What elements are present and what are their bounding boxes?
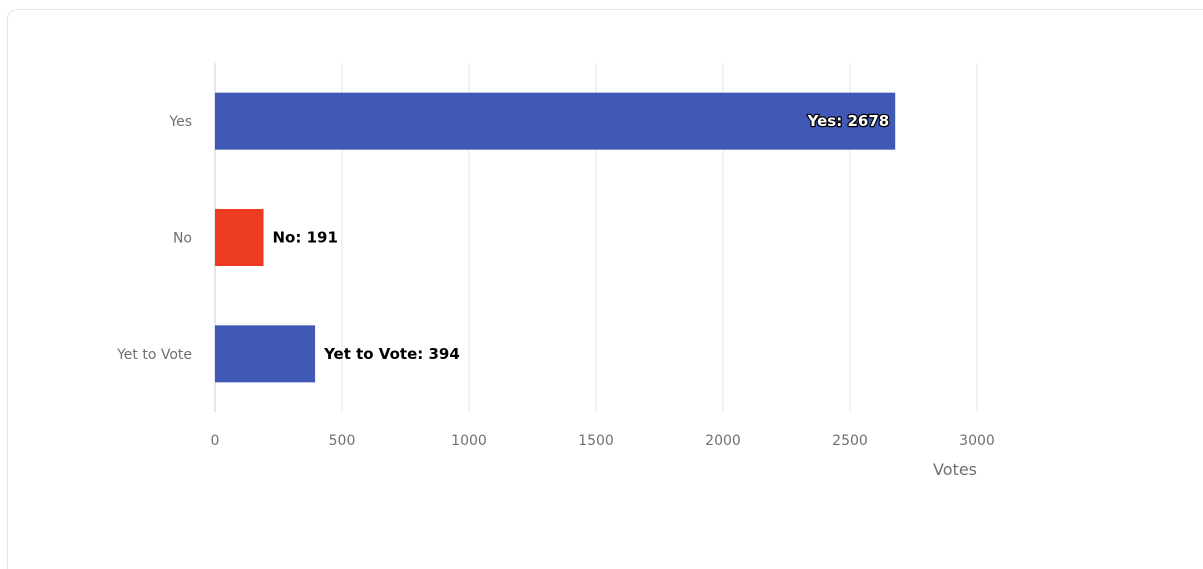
- x-axis-title: Votes: [933, 460, 977, 479]
- category-label: No: [173, 231, 192, 247]
- x-tick-label: 2000: [705, 433, 741, 449]
- data-label: No: 191: [273, 229, 338, 247]
- bars: [215, 92, 896, 383]
- category-labels: Yes No Yet to Vote: [116, 114, 192, 363]
- x-tick-label: 0: [211, 433, 220, 449]
- data-label: Yes: 2678: [807, 112, 890, 130]
- bar-yet-to-vote[interactable]: [215, 325, 316, 383]
- bar-yes[interactable]: [215, 92, 896, 150]
- x-tick-label: 2500: [832, 433, 868, 449]
- data-label: Yet to Vote: 394: [323, 345, 460, 363]
- x-tick-label: 500: [329, 433, 356, 449]
- bar-no[interactable]: [215, 209, 264, 266]
- data-labels: Yes: 2678 No: 191 Yet to Vote: 394: [273, 111, 891, 363]
- category-label: Yes: [168, 114, 192, 130]
- x-tick-label: 3000: [959, 433, 995, 449]
- x-tick-label: 1000: [451, 433, 487, 449]
- category-label: Yet to Vote: [116, 347, 192, 363]
- x-tick-label: 1500: [578, 433, 614, 449]
- x-tick-labels: 0 500 1000 1500 2000 2500 3000: [211, 433, 995, 449]
